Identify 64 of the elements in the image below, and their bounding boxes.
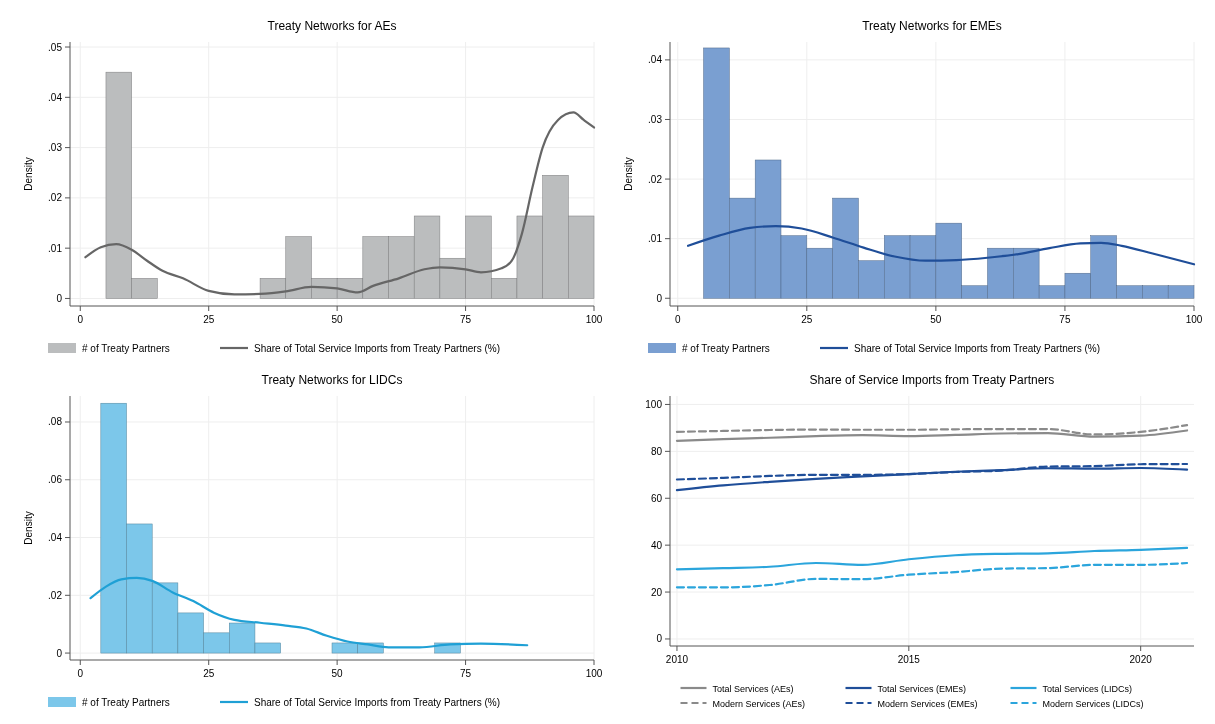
y-tick-label: .04	[48, 91, 63, 103]
x-tick-label: 75	[1059, 314, 1071, 325]
y-tick-label: .04	[48, 532, 63, 544]
y-tick-label: 60	[650, 492, 663, 504]
y-tick-label: .08	[48, 416, 63, 428]
x-tick-label: 50	[930, 314, 942, 325]
legend-label: # of Treaty Partners	[82, 343, 170, 354]
legend-label: # of Treaty Partners	[682, 343, 770, 354]
y-axis-title: Density	[23, 157, 34, 191]
legend-label: Modern Services (AEs)	[712, 698, 806, 709]
y-tick-label: .01	[648, 233, 663, 245]
y-tick-label: 0	[656, 633, 663, 645]
chart-title: Treaty Networks for LIDCs	[261, 373, 403, 387]
x-tick-label: 25	[203, 314, 215, 325]
y-tick-label: 100	[645, 398, 663, 410]
legend-label: Share of Total Service Imports from Treaty Partners (%)	[254, 697, 501, 708]
x-tick-label: 25	[203, 668, 215, 679]
x-tick-label: 75	[460, 314, 472, 325]
y-tick-label: .02	[48, 589, 63, 601]
x-tick-label: 100	[1185, 314, 1203, 325]
y-tick-label: .03	[648, 113, 663, 125]
x-tick-label: 100	[585, 314, 603, 325]
x-tick-label: 50	[331, 314, 344, 325]
x-tick-label: 0	[674, 314, 681, 325]
chart-title: Treaty Networks for AEs	[267, 19, 397, 33]
y-tick-label: .02	[48, 192, 63, 204]
y-axis-title: Density	[623, 157, 634, 191]
x-tick-label: 2020	[1129, 654, 1153, 665]
y-tick-label: 40	[650, 539, 663, 551]
line-series	[89, 576, 529, 649]
line-series	[84, 111, 596, 296]
x-tick-label: 50	[331, 668, 344, 679]
line-series	[675, 546, 1189, 571]
y-tick-label: .03	[48, 142, 63, 154]
line-series	[686, 225, 1196, 266]
y-tick-label: 80	[650, 445, 663, 457]
x-tick-label: 2015	[897, 654, 921, 665]
y-axis-title: Density	[23, 511, 34, 545]
y-tick-label: 0	[56, 292, 63, 304]
line-series	[675, 561, 1189, 589]
legend-label: Modern Services (LIDCs)	[1042, 698, 1144, 709]
legend-label: Total Services (AEs)	[712, 683, 794, 694]
legend-label: Share of Total Service Imports from Treaty Partners (%)	[254, 343, 501, 354]
x-tick-label: 100	[585, 668, 603, 679]
y-tick-label: .02	[648, 173, 663, 185]
chart-title: Share of Service Imports from Treaty Partners	[809, 373, 1055, 387]
legend-label: Modern Services (EMEs)	[877, 698, 978, 709]
x-tick-label: 75	[460, 668, 472, 679]
y-tick-label: .04	[648, 54, 663, 66]
x-tick-label: 2010	[665, 654, 689, 665]
y-tick-label: .06	[48, 474, 63, 486]
y-tick-label: 0	[656, 292, 663, 304]
y-tick-label: 20	[650, 586, 663, 598]
x-tick-label: 0	[77, 668, 84, 679]
x-tick-label: 25	[801, 314, 813, 325]
line-series	[675, 466, 1189, 492]
y-tick-label: .01	[48, 242, 63, 254]
y-tick-label: .05	[48, 41, 63, 53]
legend-label: Share of Total Service Imports from Treaty Partners (%)	[854, 343, 1101, 354]
legend-label: Total Services (EMEs)	[877, 683, 967, 694]
legend-label: Total Services (LIDCs)	[1042, 683, 1133, 694]
legend-label: # of Treaty Partners	[82, 697, 170, 708]
chart-title: Treaty Networks for EMEs	[862, 19, 1002, 33]
x-tick-label: 0	[77, 314, 84, 325]
